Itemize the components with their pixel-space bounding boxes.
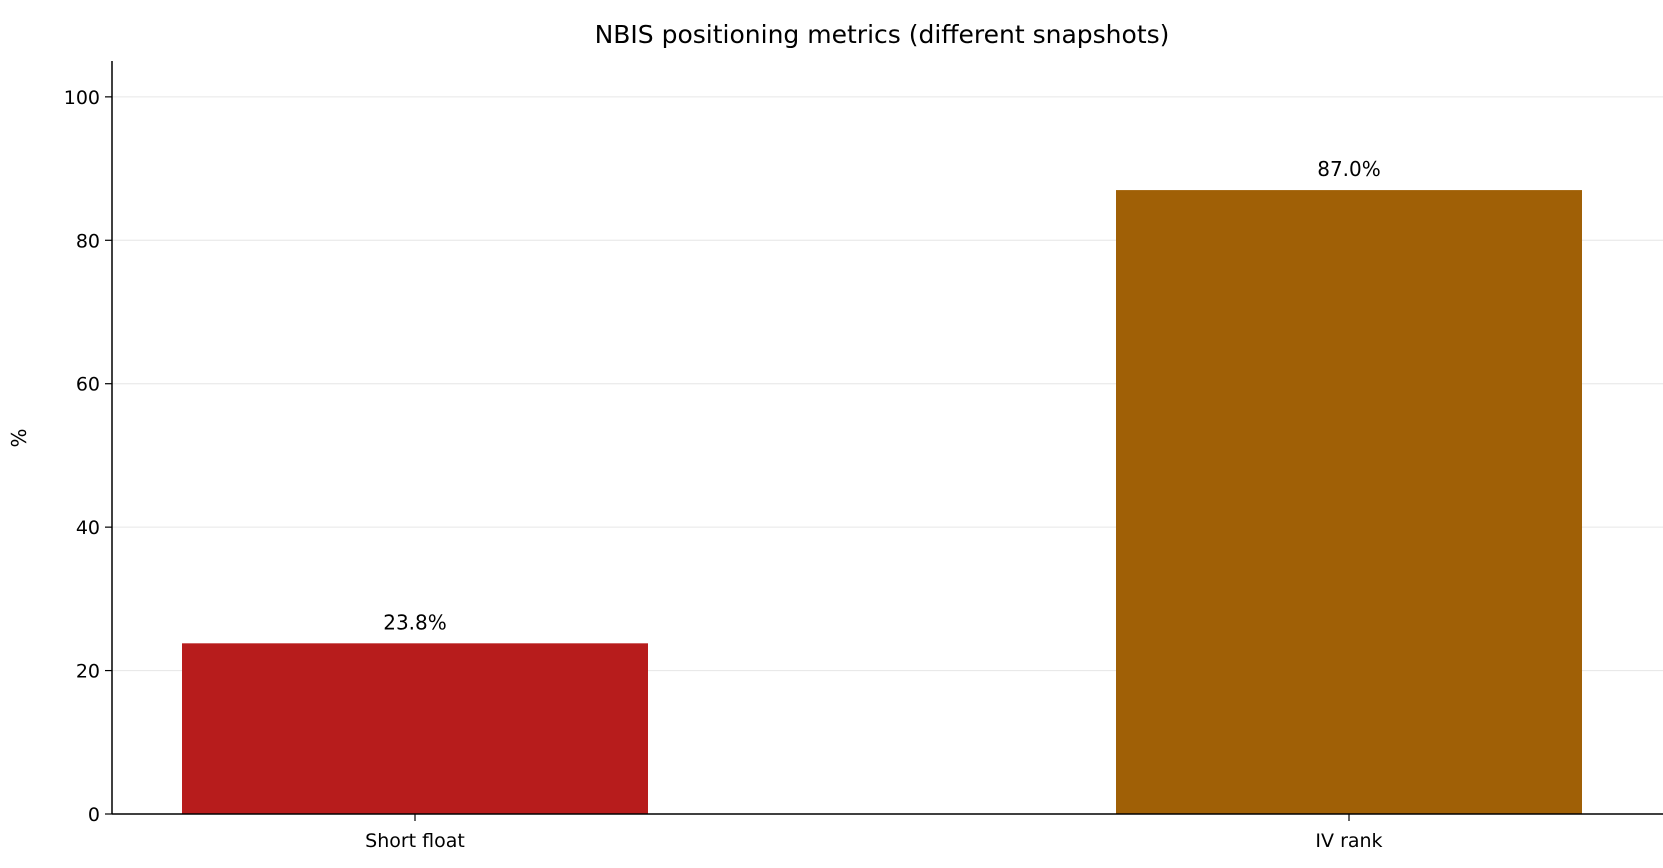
bar [182, 643, 648, 814]
y-tick-label: 60 [76, 374, 100, 396]
bars [182, 190, 1582, 815]
axes [111, 61, 1663, 815]
x-tick-label: Short float [365, 830, 465, 852]
bar-value-label: 87.0% [1317, 157, 1381, 181]
y-tick-label: 100 [64, 87, 100, 109]
bar [1116, 190, 1582, 815]
data-labels: 23.8% 87.0% [383, 157, 1381, 634]
y-tick-label: 0 [88, 804, 100, 826]
chart-title: NBIS positioning metrics (different snap… [595, 20, 1170, 49]
bar-value-label: 23.8% [383, 610, 447, 634]
y-axis-label: % [7, 428, 31, 447]
x-tick-label: IV rank [1315, 830, 1382, 852]
y-tick-label: 20 [76, 661, 100, 683]
y-tick-label: 40 [76, 517, 100, 539]
y-tick-label: 80 [76, 230, 100, 252]
y-ticks: 0 20 40 60 80 100 [64, 87, 112, 826]
x-ticks: Short float IV rank [365, 814, 1383, 852]
